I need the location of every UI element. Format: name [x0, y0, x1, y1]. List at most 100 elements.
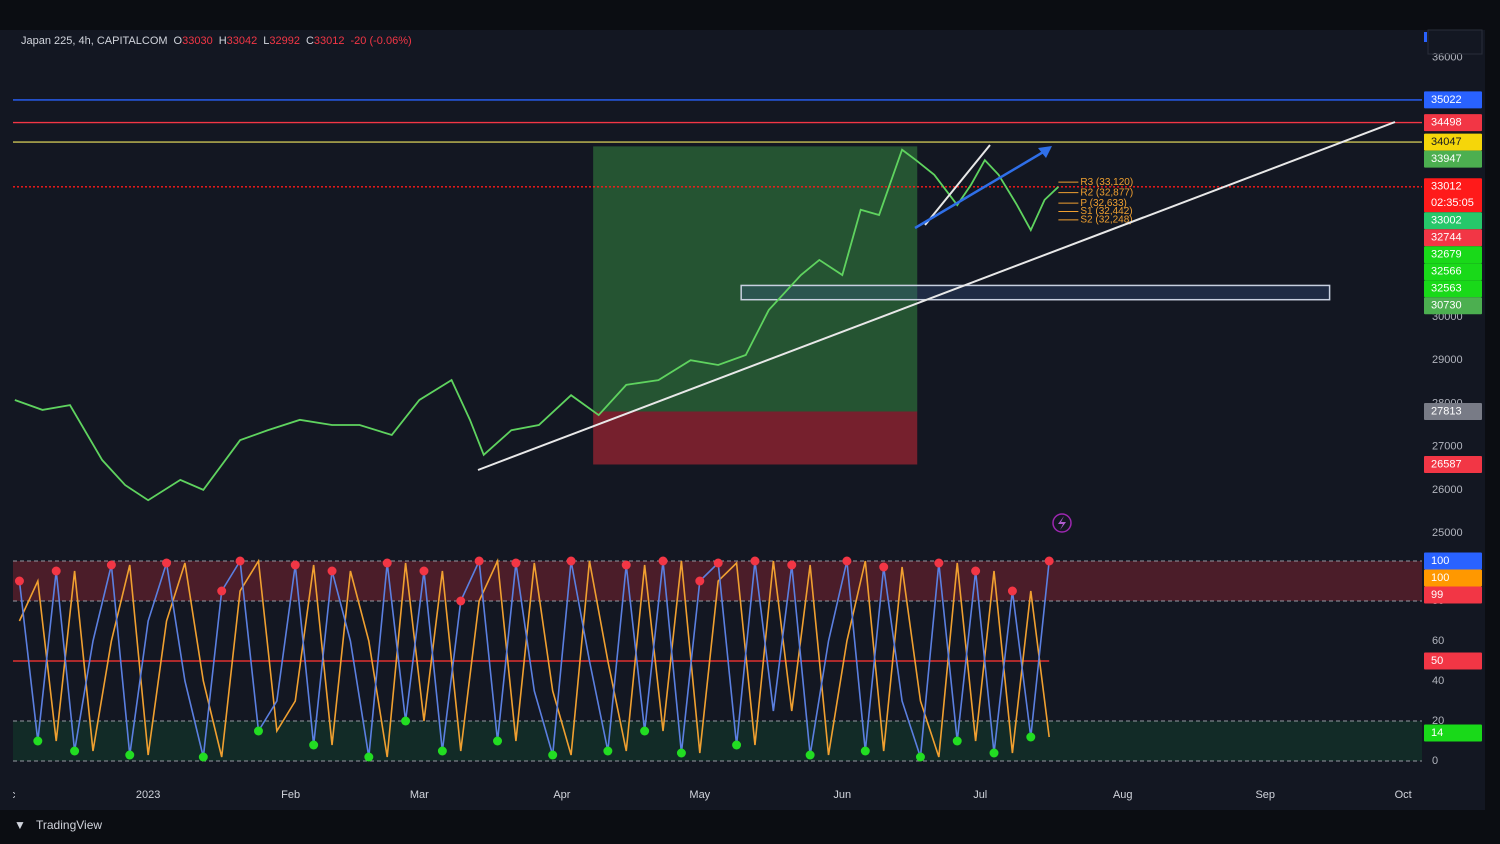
profit-zone	[593, 146, 918, 412]
pivot-label: S1 (32,442)	[1080, 206, 1132, 217]
alert-icon[interactable]	[1052, 513, 1072, 533]
signal-dot	[934, 558, 944, 568]
signal-dot	[1026, 732, 1036, 742]
signal-dot	[1044, 556, 1054, 566]
price-tag-label: 14	[1431, 727, 1443, 739]
x-tick-label: Sep	[1255, 789, 1275, 801]
price-tag	[1424, 280, 1482, 298]
signal-dot	[787, 560, 797, 570]
x-tick-label: Dec	[0, 789, 16, 801]
oscillator-zone	[13, 721, 1422, 761]
signal-dot	[327, 566, 337, 576]
ohlc-label: L	[263, 35, 269, 47]
logo-mark: ▼	[14, 818, 26, 832]
price-tag	[1424, 114, 1482, 132]
signal-dot	[842, 556, 852, 566]
pivot-label: S2 (32,248)	[1080, 214, 1132, 225]
price-tag-label: 33002	[1431, 215, 1462, 227]
signal-dot	[456, 596, 466, 606]
signal-dot	[732, 740, 742, 750]
price-tag	[1424, 150, 1482, 168]
plot-area: R3 (33,120)R2 (32,877)P (32,633)S1 (32,4…	[13, 99, 1422, 762]
support-zone	[740, 284, 1331, 301]
scale-marker	[1424, 32, 1427, 42]
ohlc-value: 32992	[269, 35, 300, 47]
price-tag	[1424, 297, 1482, 315]
alert-icon-bolt	[1058, 516, 1066, 530]
ohlc-label: C	[306, 35, 314, 47]
signal-dot	[493, 736, 503, 746]
signal-dot	[971, 566, 981, 576]
price-tag-label: 50	[1431, 655, 1443, 667]
signal-dot	[401, 716, 411, 726]
signal-dot	[603, 746, 613, 756]
price-tag	[1424, 133, 1482, 151]
oscillator-line	[18, 558, 1050, 758]
price-tag-label: 30730	[1431, 300, 1462, 312]
price-tag-label: 32679	[1431, 249, 1462, 261]
signal-dot	[419, 566, 429, 576]
pivot-label: R3 (33,120)	[1080, 177, 1133, 188]
price-tag	[1424, 652, 1482, 670]
ohlc-value: 33042	[227, 35, 258, 47]
trend-line	[924, 144, 991, 226]
price-tag-label: 34047	[1431, 136, 1462, 148]
signal-dot	[364, 752, 374, 762]
ohlc-label: O	[174, 35, 183, 47]
x-tick-label: Aug	[1113, 789, 1133, 801]
signal-dot	[989, 748, 999, 758]
y-tick-label: 20	[1432, 715, 1444, 727]
y-axis: 3600030000290002800027000260002500035022…	[1424, 52, 1482, 767]
y-tick-label: 26000	[1432, 484, 1463, 496]
pivot-label: P (32,633)	[1080, 198, 1127, 209]
signal-dot	[235, 556, 245, 566]
x-tick-label: Mar	[410, 789, 429, 801]
signal-dot	[805, 750, 815, 760]
y-tick-label: 25000	[1432, 527, 1463, 539]
y-tick-label: 27000	[1432, 441, 1463, 453]
branding[interactable]: TradingView	[36, 818, 102, 832]
signal-dot	[474, 556, 484, 566]
price-tag-label: 32563	[1431, 283, 1462, 295]
arrow-head	[1038, 146, 1052, 158]
signal-dot	[33, 736, 43, 746]
loss-zone	[593, 411, 918, 465]
ohlc-value: 33012	[314, 35, 345, 47]
signal-dot	[125, 750, 135, 760]
signal-dot	[437, 746, 447, 756]
signal-dot	[750, 556, 760, 566]
x-tick-label: Oct	[1395, 789, 1412, 801]
signal-dot	[915, 752, 925, 762]
ohlc: O 33030 H 33042 L 32992 C 33012 -20 (-0.06%)	[174, 35, 412, 47]
signal-dot	[309, 740, 319, 750]
signal-dot	[382, 558, 392, 568]
signal-dot	[658, 556, 668, 566]
price-tag-label: 100	[1431, 572, 1449, 584]
price-tag-label: 26587	[1431, 458, 1462, 470]
scale-box[interactable]	[1427, 29, 1483, 55]
price-tag-label: 33012	[1431, 181, 1462, 193]
symbol: Japan 225, 4h, CAPITALCOM	[21, 35, 168, 47]
price-tag	[1424, 178, 1482, 213]
signal-dot	[162, 558, 172, 568]
x-tick-label: Apr	[553, 789, 570, 801]
signal-dot	[952, 736, 962, 746]
signal-dot	[676, 748, 686, 758]
signal-dot	[548, 750, 558, 760]
change: -20 (-0.06%)	[351, 35, 412, 47]
signal-dot	[253, 726, 263, 736]
signal-dot	[290, 560, 300, 570]
price-tag	[1424, 246, 1482, 264]
x-tick-label: 2023	[136, 789, 160, 801]
price-tag	[1424, 455, 1482, 473]
price-tag	[1424, 552, 1482, 570]
oscillator-line	[18, 558, 1050, 758]
ohlc-label: H	[219, 35, 227, 47]
ohlc-value: 33030	[182, 35, 213, 47]
signal-dot	[713, 558, 723, 568]
price-tag-label: 27813	[1431, 405, 1462, 417]
price-tag	[1424, 91, 1482, 109]
signal-dot	[566, 556, 576, 566]
